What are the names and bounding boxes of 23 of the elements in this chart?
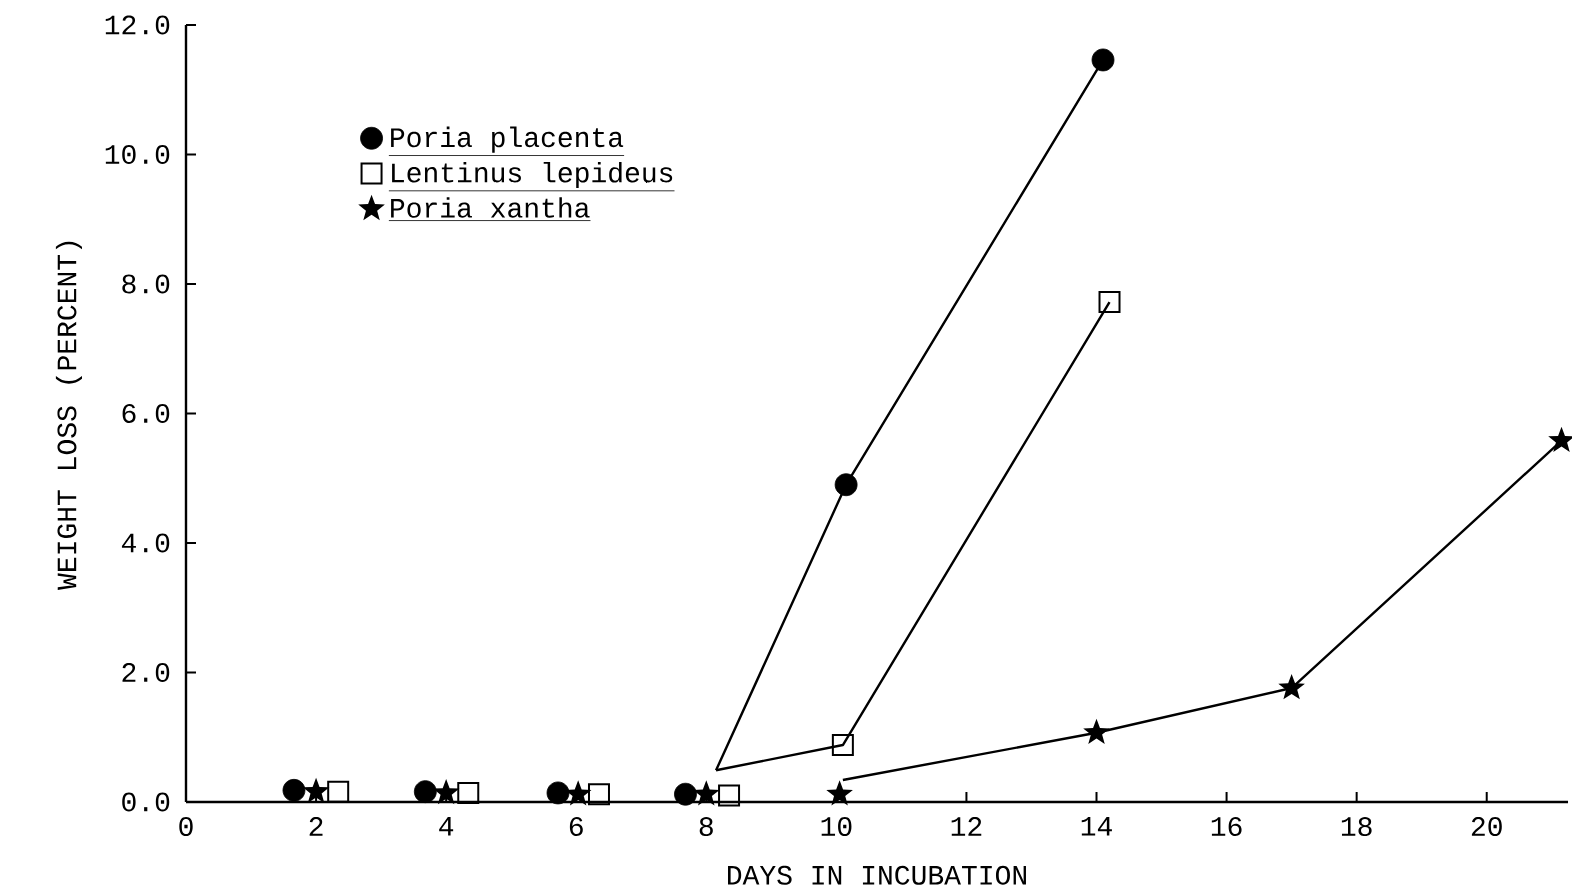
x-tick-label: 4 [439, 817, 454, 836]
legend-label: Poria xantha [391, 197, 590, 218]
y-tick-label: 8.0 [122, 274, 170, 294]
x-tick-label: 14 [1081, 817, 1112, 836]
x-tick-label: 2 [309, 817, 323, 836]
legend-label: Lentinus lepideus [392, 161, 673, 189]
x-tick-label: 20 [1471, 817, 1502, 837]
x-tick-label: 18 [1341, 817, 1372, 837]
y-tick-label: 6.0 [122, 404, 170, 424]
x-tick-label: 16 [1211, 817, 1242, 837]
y-tick-label: 2.0 [122, 663, 170, 683]
x-tick-label: 10 [821, 817, 852, 837]
x-tick-label: 8 [699, 817, 713, 837]
y-tick-label: 10.0 [105, 144, 170, 164]
y-tick-label: 12.0 [105, 15, 170, 35]
legend-label: Poria placenta [391, 126, 624, 153]
y-tick-label: 4.0 [121, 533, 170, 553]
y-tick-label: 0.0 [122, 792, 170, 812]
x-tick-label: 0 [179, 817, 193, 837]
x-tick-label: 6 [569, 817, 583, 837]
x-axis-title: DAYS IN INCUBATION [728, 865, 1026, 885]
y-axis-title: WEIGHT LOSS (PERCENT) [55, 241, 82, 590]
x-tick-label: 12 [951, 817, 982, 836]
